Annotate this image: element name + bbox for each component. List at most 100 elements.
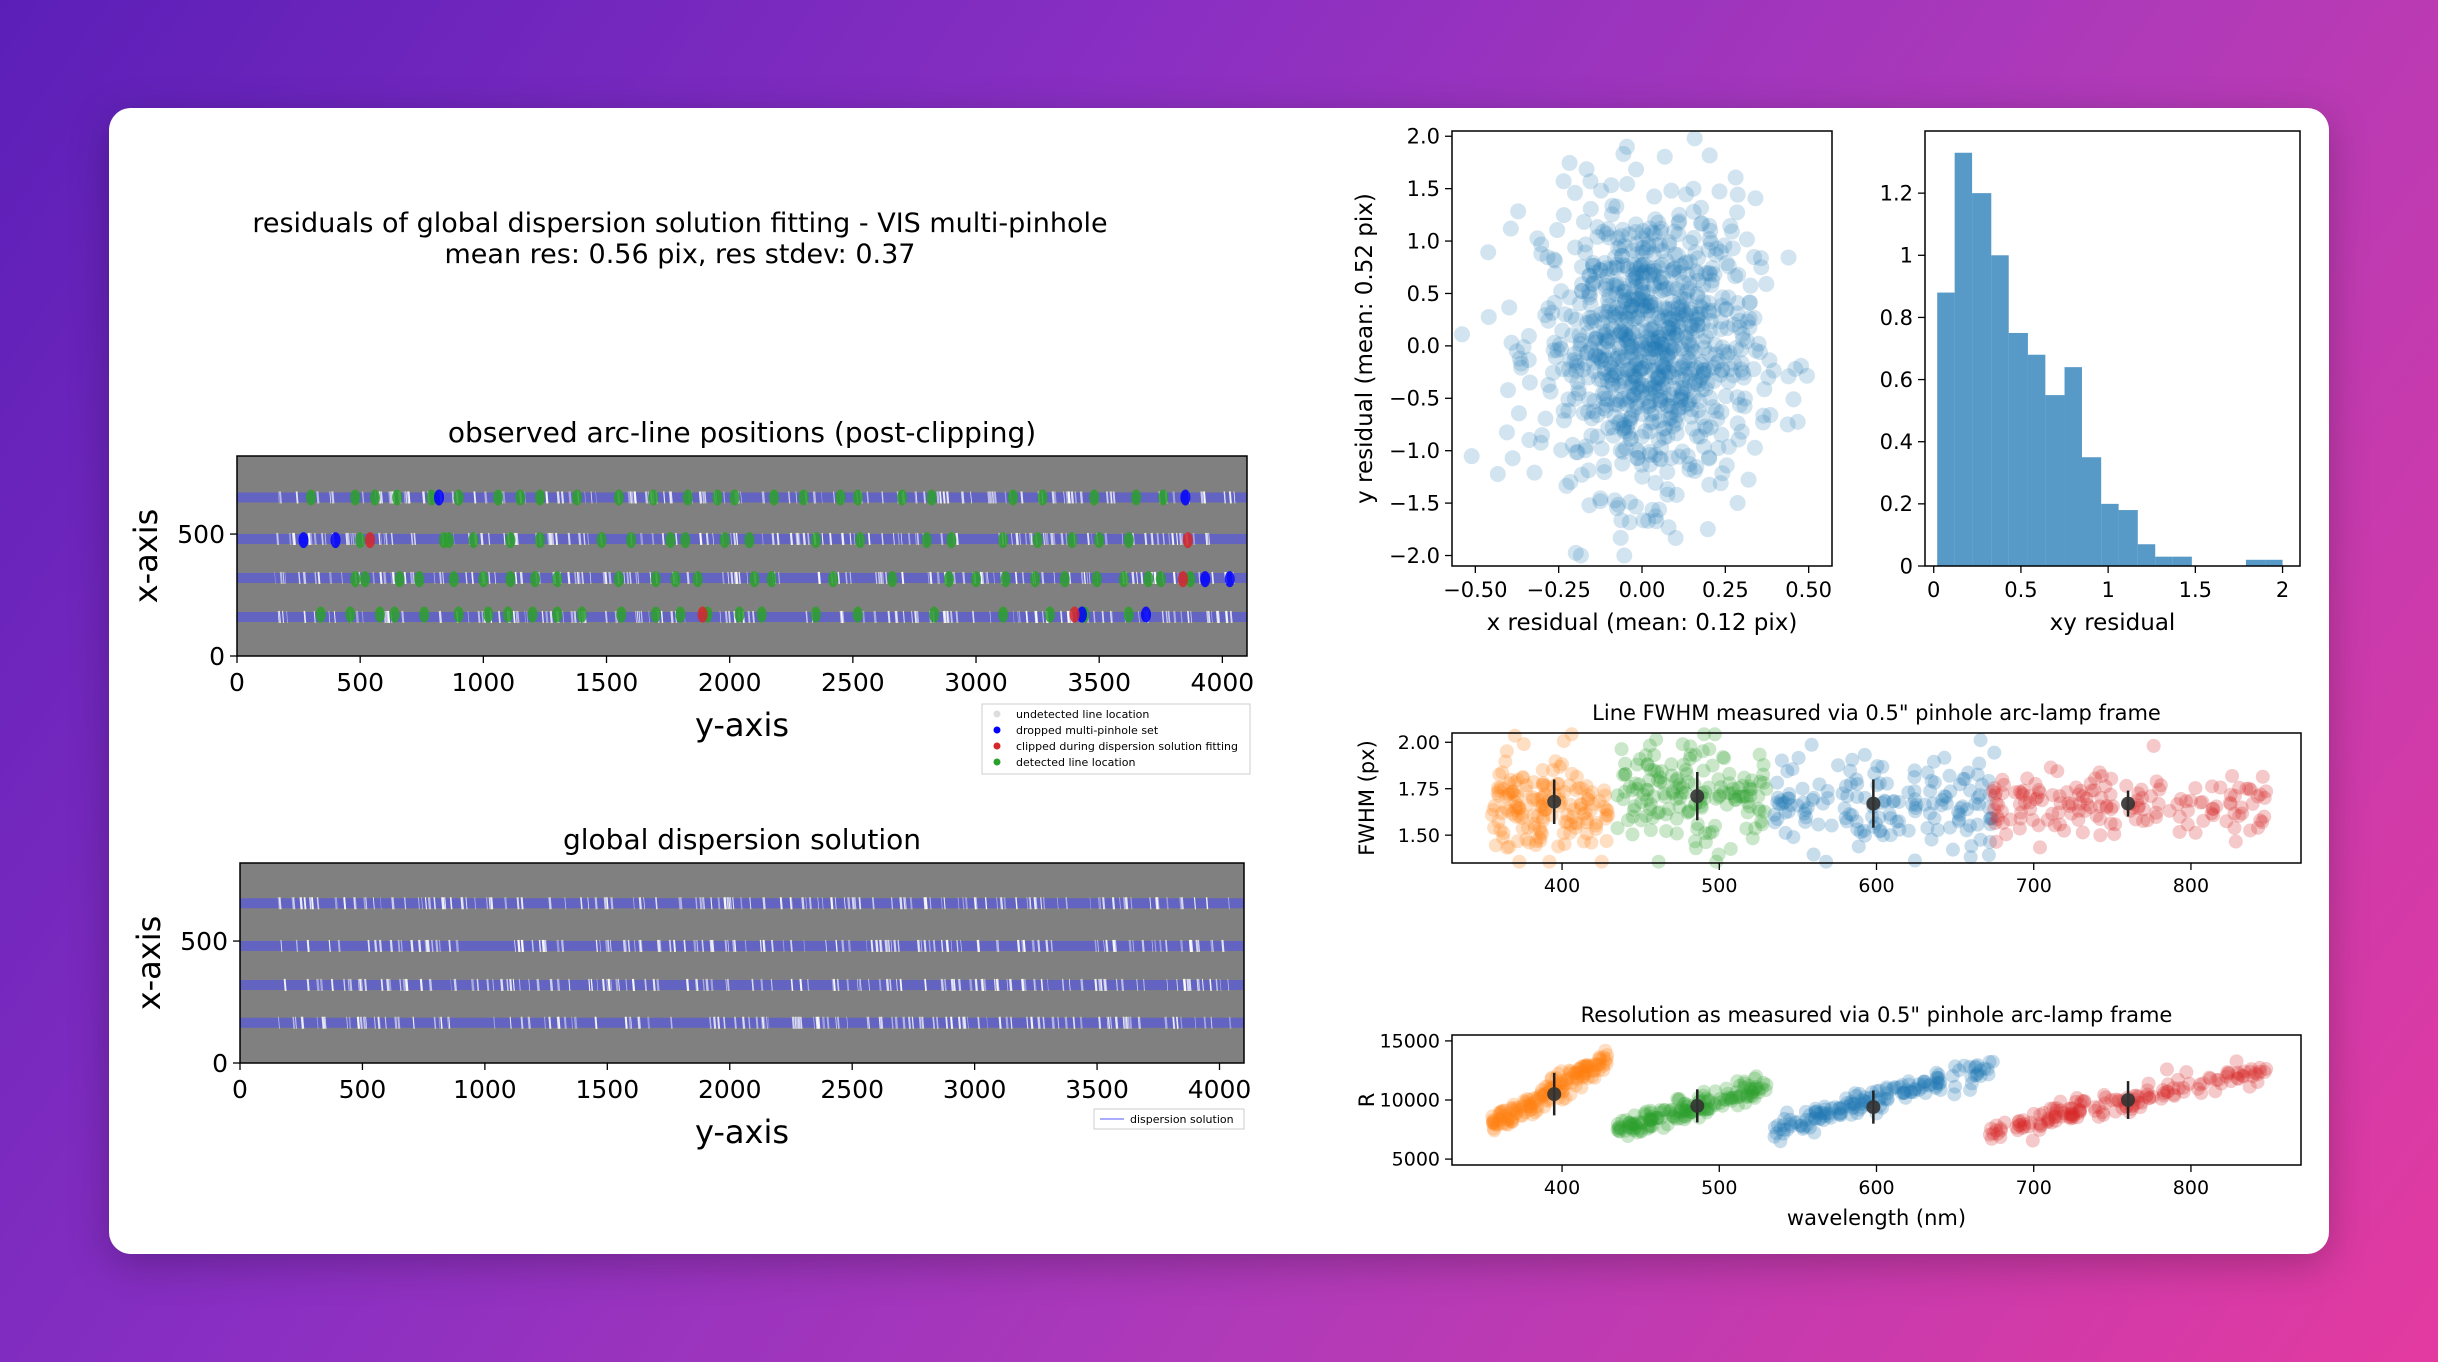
arc-line [385, 610, 389, 624]
residual-point [1693, 199, 1710, 216]
residual-point [1503, 334, 1520, 351]
residual-point [1656, 299, 1673, 316]
residual-point [1610, 327, 1627, 344]
arc-line [548, 532, 551, 545]
arc-line [821, 532, 824, 545]
residual-point [1581, 267, 1598, 284]
arc-line [361, 610, 364, 624]
arc-line [568, 491, 572, 504]
residual-point [1638, 227, 1655, 244]
line-marker [744, 532, 755, 549]
measurement-point [2076, 789, 2091, 804]
arc-line [821, 897, 824, 910]
line-marker [502, 606, 513, 623]
arc-line [1040, 897, 1043, 910]
arc-line [1161, 610, 1165, 624]
residual-point [1666, 260, 1683, 277]
residual-point [1666, 246, 1683, 263]
x-tick-label: 3000 [944, 668, 1008, 697]
arc-line [417, 897, 420, 910]
residual-point [1572, 332, 1589, 349]
measurement-point [1702, 742, 1717, 757]
arc-line [638, 939, 641, 952]
arc-line [1115, 978, 1119, 992]
arc-line [879, 1016, 884, 1029]
residual-point [1741, 294, 1758, 311]
residual-point [1600, 292, 1617, 309]
arc-line [280, 939, 283, 952]
residual-point [1663, 398, 1680, 415]
measurement-point [2108, 817, 2123, 832]
arc-line [751, 978, 754, 991]
arc-line [833, 491, 836, 504]
arc-line [795, 532, 799, 546]
residual-point [1600, 420, 1617, 437]
measurement-point [2032, 785, 2047, 800]
arc-line [1030, 532, 1034, 546]
measurement-point [2191, 1081, 2206, 1096]
residual-point [1595, 400, 1612, 417]
line-marker [1007, 489, 1018, 506]
arc-line [492, 978, 495, 991]
arc-line [448, 939, 452, 953]
measurement-point [1512, 854, 1527, 869]
arc-line [316, 1016, 319, 1029]
line-marker [1131, 489, 1142, 506]
residual-point [1660, 324, 1677, 341]
line-marker [552, 606, 563, 623]
arc-line [649, 571, 652, 584]
arc-line [1014, 571, 1018, 585]
residual-point [1614, 221, 1631, 238]
line-marker [670, 571, 681, 588]
residual-point [1630, 444, 1647, 461]
arc-line [1060, 532, 1064, 546]
line-marker [426, 489, 437, 506]
residual-point [1718, 457, 1735, 474]
residual-point [1701, 345, 1718, 362]
arc-line [1028, 897, 1031, 910]
arc-line [1065, 491, 1069, 504]
chart-title: observed arc-line positions (post-clippi… [448, 416, 1036, 449]
measurement-point [1795, 781, 1810, 796]
residual-point [1742, 277, 1759, 294]
x-tick-label: 1000 [453, 1075, 517, 1104]
arc-line [1057, 1016, 1060, 1029]
residual-point [1653, 439, 1670, 456]
residual-point [1599, 372, 1616, 389]
residual-point [1695, 333, 1712, 350]
arc-line [727, 939, 730, 952]
line-marker [596, 532, 607, 549]
arc-line [1176, 978, 1179, 991]
arc-line [1022, 939, 1026, 953]
arc-line [1089, 897, 1092, 910]
measurement-point [1669, 826, 1684, 841]
arc-line [710, 897, 713, 910]
arc-line [929, 897, 932, 910]
measurement-point [2140, 813, 2155, 828]
arc-line [1120, 978, 1125, 992]
residual-point [1756, 381, 1773, 398]
arc-line [291, 897, 295, 910]
arc-line [471, 571, 475, 585]
residual-point [1683, 304, 1700, 321]
line-marker [1000, 571, 1011, 588]
arc-line [1040, 978, 1044, 992]
residual-point [1666, 223, 1683, 240]
arc-line [321, 532, 324, 545]
residual-point [1625, 386, 1642, 403]
arc-line [860, 978, 862, 991]
arc-line [1121, 532, 1124, 545]
arc-line [389, 491, 393, 504]
residual-point [1577, 236, 1594, 253]
arc-line [288, 532, 292, 546]
arc-line [1008, 978, 1013, 992]
measurement-point [1922, 806, 1937, 821]
residual-point [1741, 319, 1758, 336]
line-marker [515, 489, 526, 506]
residual-point [1696, 340, 1713, 357]
residual-point [1597, 281, 1614, 298]
residual-point [1710, 440, 1727, 457]
residual-point [1747, 190, 1764, 207]
residual-point [1683, 337, 1700, 354]
residual-point [1691, 372, 1708, 389]
